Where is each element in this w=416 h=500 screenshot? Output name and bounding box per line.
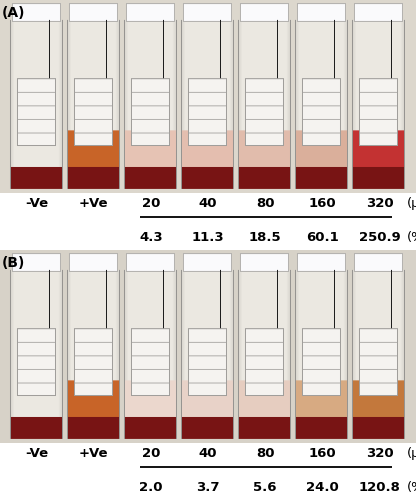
Text: 250.9: 250.9 [359,231,400,244]
Text: 5.6: 5.6 [253,481,277,494]
Text: 3.7: 3.7 [196,481,220,494]
Text: (A): (A) [2,6,25,20]
Text: (B): (B) [2,256,25,270]
Text: +Ve: +Ve [79,196,109,209]
Text: 24.0: 24.0 [306,481,339,494]
Text: 160: 160 [309,446,336,460]
Text: -Ve: -Ve [25,446,48,460]
Text: 40: 40 [199,196,217,209]
Text: 4.3: 4.3 [139,231,163,244]
Text: 11.3: 11.3 [192,231,224,244]
Text: 2.0: 2.0 [139,481,163,494]
Text: 60.1: 60.1 [306,231,339,244]
Text: 320: 320 [366,196,393,209]
Text: 18.5: 18.5 [249,231,282,244]
Text: (μg): (μg) [406,446,416,460]
Text: 40: 40 [199,446,217,460]
Text: (%): (%) [406,481,416,494]
Text: +Ve: +Ve [79,446,109,460]
Text: 20: 20 [142,446,160,460]
Text: 80: 80 [256,196,275,209]
Text: (μg): (μg) [406,196,416,209]
Text: 320: 320 [366,446,393,460]
Text: -Ve: -Ve [25,196,48,209]
Text: 160: 160 [309,196,336,209]
Text: (%): (%) [406,231,416,244]
Text: 20: 20 [142,196,160,209]
Text: 120.8: 120.8 [359,481,400,494]
Text: 80: 80 [256,446,275,460]
